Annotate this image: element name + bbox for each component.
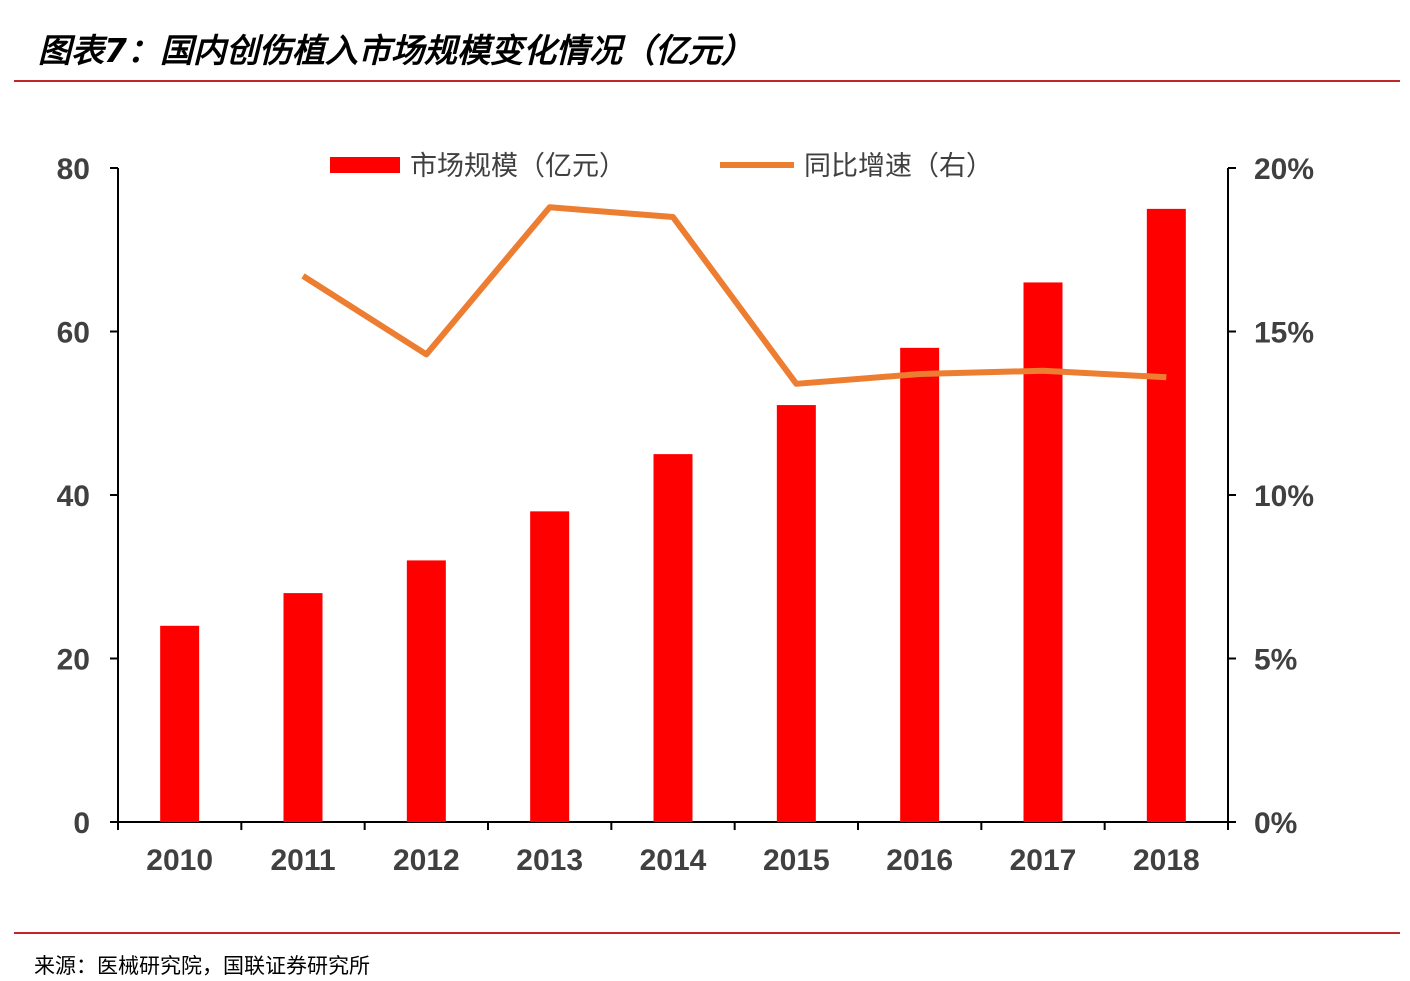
bar-2017 bbox=[1023, 282, 1063, 822]
footer-rule bbox=[14, 932, 1400, 934]
combo-chart: 0 20 40 60 80 0% 5% 10% 15% 20% 2010 2011 2012 2013 20… bbox=[57, 151, 1314, 877]
bar-2011 bbox=[283, 593, 323, 822]
growth-line bbox=[301, 204, 1167, 387]
y-left-tick-label: 80 bbox=[57, 153, 90, 186]
bar-2015 bbox=[776, 405, 816, 822]
legend-bar-swatch bbox=[330, 157, 400, 173]
x-tick-label: 2012 bbox=[393, 844, 460, 877]
x-tick-label: 2013 bbox=[516, 844, 583, 877]
x-tick-label: 2011 bbox=[270, 844, 335, 877]
bar-2013 bbox=[530, 511, 570, 822]
y-right-tick-label: 5% bbox=[1254, 644, 1297, 677]
y-left-tick-label: 60 bbox=[57, 317, 90, 350]
bar-2014 bbox=[653, 454, 693, 822]
x-tick-label: 2015 bbox=[763, 844, 830, 877]
bar-2016 bbox=[900, 347, 940, 822]
legend-line-label: 同比增速（右） bbox=[804, 151, 993, 182]
bar-series bbox=[160, 208, 1186, 822]
line-series bbox=[301, 204, 1167, 387]
bar-2012 bbox=[406, 560, 446, 822]
x-tick-label: 2014 bbox=[640, 844, 707, 877]
y-right-tick-label: 0% bbox=[1254, 807, 1297, 840]
tick-labels: 0 20 40 60 80 0% 5% 10% 15% 20% 2010 2011 2012 2013 20… bbox=[57, 153, 1314, 877]
source-note: 来源：医械研究院，国联证券研究所 bbox=[34, 954, 370, 978]
legend: 市场规模（亿元） 同比增速（右） bbox=[330, 151, 993, 182]
x-tick-label: 2016 bbox=[886, 844, 953, 877]
bar-2018 bbox=[1146, 208, 1186, 822]
y-right-tick-label: 10% bbox=[1254, 480, 1314, 513]
x-tick-label: 2010 bbox=[146, 844, 213, 877]
y-left-tick-label: 20 bbox=[57, 644, 90, 677]
x-tick-label: 2017 bbox=[1010, 844, 1077, 877]
x-tick-label: 2018 bbox=[1133, 844, 1200, 877]
title-rule bbox=[14, 80, 1400, 82]
y-right-tick-label: 20% bbox=[1254, 153, 1314, 186]
y-left-tick-label: 0 bbox=[73, 807, 90, 840]
chart-title: 图表7：国内创伤植入市场规模变化情况（亿元） bbox=[38, 31, 754, 70]
y-left-tick-label: 40 bbox=[57, 480, 90, 513]
y-right-tick-label: 15% bbox=[1254, 317, 1314, 350]
legend-bar-label: 市场规模（亿元） bbox=[410, 151, 626, 182]
bar-2010 bbox=[160, 625, 200, 822]
